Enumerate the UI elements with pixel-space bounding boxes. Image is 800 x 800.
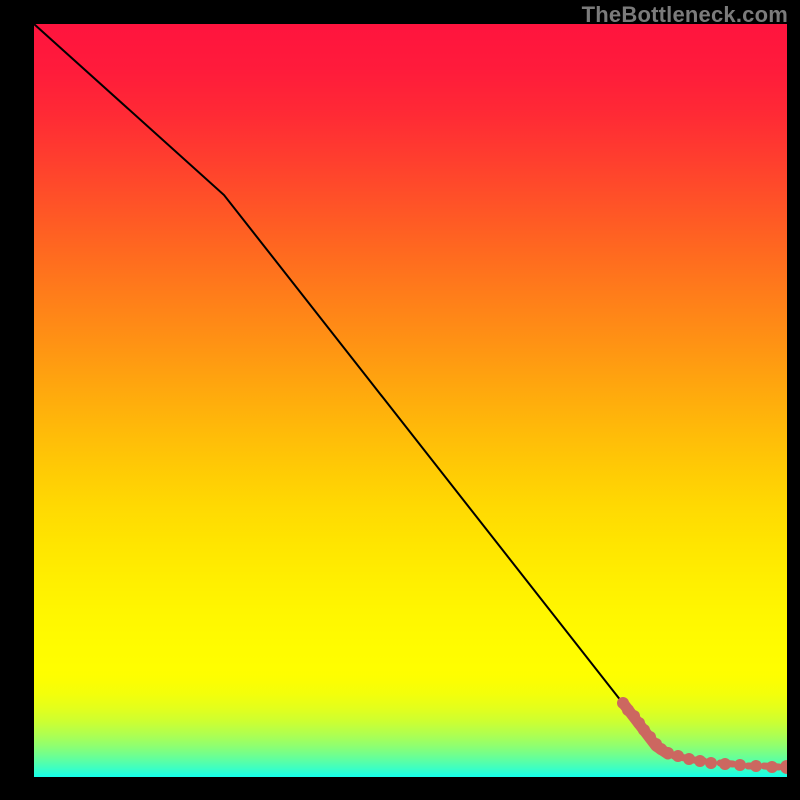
watermark-text: TheBottleneck.com [582,2,788,28]
gradient-plot-area [34,24,787,777]
data-marker [719,758,731,770]
data-marker [766,761,778,773]
data-marker [705,757,717,769]
chart-stage: TheBottleneck.com [0,0,800,800]
data-marker [683,753,695,765]
data-marker [750,760,762,772]
chart-svg [0,0,800,800]
data-marker [734,759,746,771]
data-marker [672,750,684,762]
data-marker [694,755,706,767]
